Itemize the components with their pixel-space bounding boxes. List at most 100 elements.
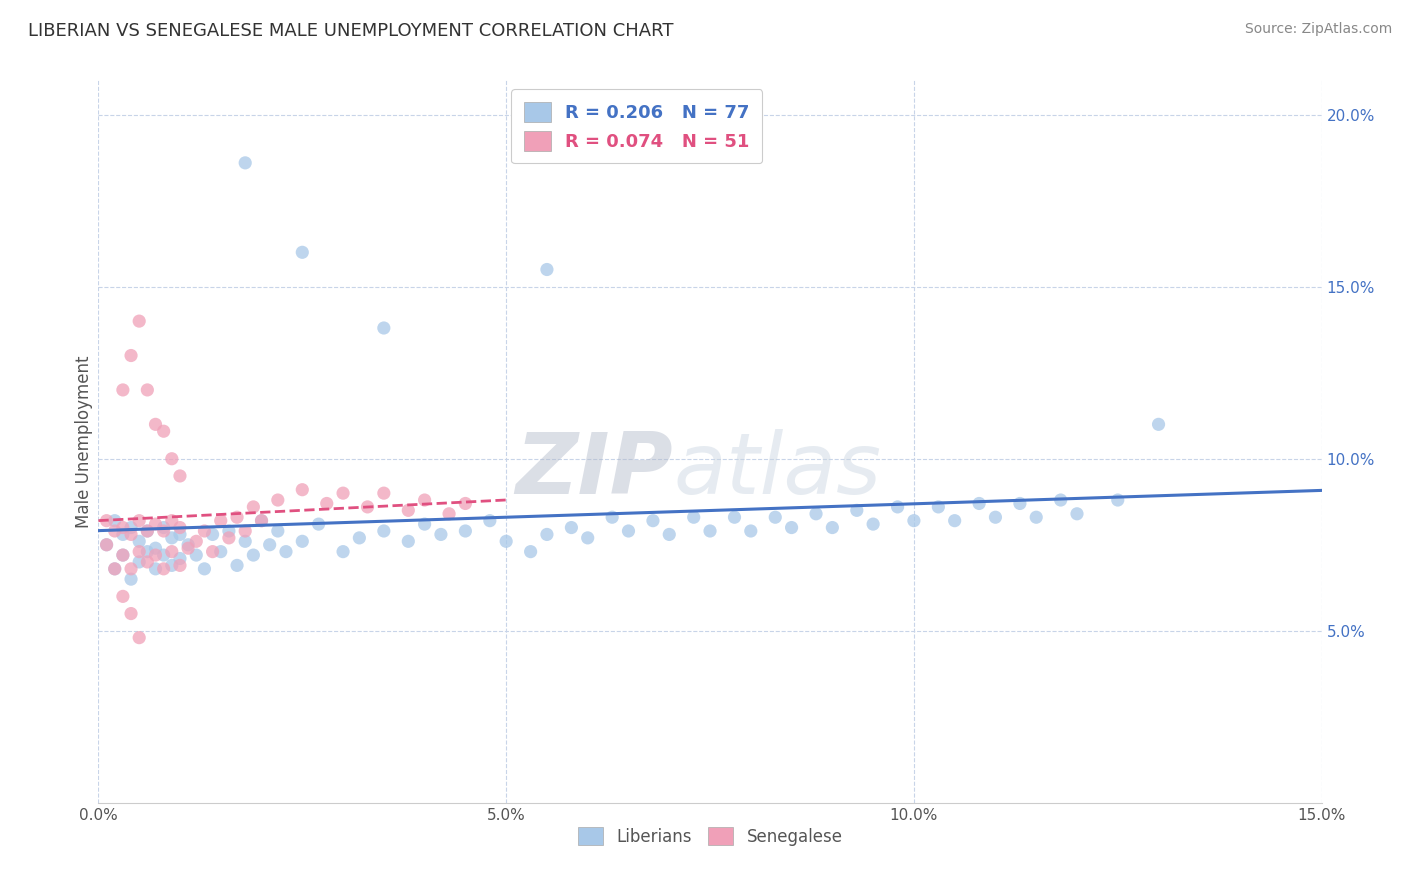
Liberians bbox=[740, 524, 762, 538]
Liberians bbox=[136, 544, 159, 558]
Liberians bbox=[111, 548, 134, 562]
Liberians bbox=[1049, 493, 1071, 508]
Liberians bbox=[641, 514, 664, 528]
Liberians bbox=[658, 527, 681, 541]
Senegalese bbox=[332, 486, 354, 500]
Senegalese bbox=[373, 486, 395, 500]
Liberians bbox=[454, 524, 477, 538]
Liberians bbox=[430, 527, 453, 541]
Liberians bbox=[218, 524, 240, 538]
Senegalese bbox=[120, 607, 142, 621]
Liberians bbox=[373, 524, 395, 538]
Liberians bbox=[600, 510, 623, 524]
Liberians bbox=[903, 514, 925, 528]
Senegalese bbox=[186, 534, 208, 549]
Liberians bbox=[560, 520, 582, 534]
Liberians bbox=[267, 524, 290, 538]
Senegalese bbox=[128, 544, 150, 558]
Senegalese bbox=[209, 514, 232, 528]
Senegalese bbox=[250, 514, 273, 528]
Liberians bbox=[111, 527, 134, 541]
Senegalese bbox=[193, 524, 215, 538]
Liberians bbox=[967, 496, 990, 510]
Liberians bbox=[780, 520, 803, 534]
Senegalese bbox=[169, 520, 191, 534]
Senegalese bbox=[160, 451, 183, 466]
Liberians bbox=[128, 555, 150, 569]
Liberians bbox=[804, 507, 827, 521]
Liberians bbox=[845, 503, 868, 517]
Liberians bbox=[576, 531, 599, 545]
Senegalese bbox=[267, 493, 290, 508]
Liberians bbox=[1107, 493, 1129, 508]
Liberians bbox=[120, 520, 142, 534]
Senegalese bbox=[96, 538, 118, 552]
Text: Source: ZipAtlas.com: Source: ZipAtlas.com bbox=[1244, 22, 1392, 37]
Senegalese bbox=[128, 314, 150, 328]
Text: atlas: atlas bbox=[673, 429, 882, 512]
Liberians bbox=[1147, 417, 1170, 432]
Senegalese bbox=[145, 517, 167, 532]
Liberians bbox=[617, 524, 640, 538]
Liberians bbox=[186, 548, 208, 562]
Senegalese bbox=[160, 544, 183, 558]
Liberians bbox=[862, 517, 884, 532]
Liberians bbox=[152, 548, 174, 562]
Senegalese bbox=[145, 548, 167, 562]
Liberians bbox=[413, 517, 436, 532]
Senegalese bbox=[291, 483, 314, 497]
Senegalese bbox=[120, 349, 142, 363]
Liberians bbox=[1025, 510, 1047, 524]
Liberians bbox=[169, 551, 191, 566]
Senegalese bbox=[201, 544, 224, 558]
Liberians bbox=[478, 514, 501, 528]
Text: LIBERIAN VS SENEGALESE MALE UNEMPLOYMENT CORRELATION CHART: LIBERIAN VS SENEGALESE MALE UNEMPLOYMENT… bbox=[28, 22, 673, 40]
Liberians bbox=[495, 534, 517, 549]
Liberians bbox=[1008, 496, 1031, 510]
Senegalese bbox=[437, 507, 460, 521]
Liberians bbox=[1066, 507, 1088, 521]
Text: ZIP: ZIP bbox=[516, 429, 673, 512]
Liberians bbox=[104, 514, 127, 528]
Senegalese bbox=[136, 383, 159, 397]
Senegalese bbox=[120, 527, 142, 541]
Liberians bbox=[536, 262, 558, 277]
Senegalese bbox=[136, 524, 159, 538]
Liberians bbox=[349, 531, 371, 545]
Senegalese bbox=[111, 383, 134, 397]
Liberians bbox=[177, 538, 200, 552]
Senegalese bbox=[104, 562, 127, 576]
Liberians bbox=[250, 514, 273, 528]
Senegalese bbox=[111, 520, 134, 534]
Senegalese bbox=[454, 496, 477, 510]
Liberians bbox=[519, 544, 541, 558]
Liberians bbox=[233, 156, 256, 170]
Liberians bbox=[308, 517, 330, 532]
Liberians bbox=[201, 527, 224, 541]
Senegalese bbox=[160, 514, 183, 528]
Senegalese bbox=[128, 514, 150, 528]
Senegalese bbox=[152, 562, 174, 576]
Senegalese bbox=[218, 531, 240, 545]
Liberians bbox=[536, 527, 558, 541]
Liberians bbox=[193, 562, 215, 576]
Senegalese bbox=[96, 514, 118, 528]
Liberians bbox=[136, 524, 159, 538]
Liberians bbox=[763, 510, 786, 524]
Senegalese bbox=[104, 524, 127, 538]
Liberians bbox=[291, 534, 314, 549]
Senegalese bbox=[413, 493, 436, 508]
Liberians bbox=[160, 558, 183, 573]
Liberians bbox=[943, 514, 966, 528]
Senegalese bbox=[169, 469, 191, 483]
Liberians bbox=[723, 510, 745, 524]
Liberians bbox=[152, 520, 174, 534]
Senegalese bbox=[136, 555, 159, 569]
Senegalese bbox=[396, 503, 419, 517]
Liberians bbox=[396, 534, 419, 549]
Legend: R = 0.206   N = 77, R = 0.074   N = 51: R = 0.206 N = 77, R = 0.074 N = 51 bbox=[510, 89, 762, 163]
Liberians bbox=[128, 534, 150, 549]
Liberians bbox=[332, 544, 354, 558]
Liberians bbox=[699, 524, 721, 538]
Y-axis label: Male Unemployment: Male Unemployment bbox=[75, 355, 93, 528]
